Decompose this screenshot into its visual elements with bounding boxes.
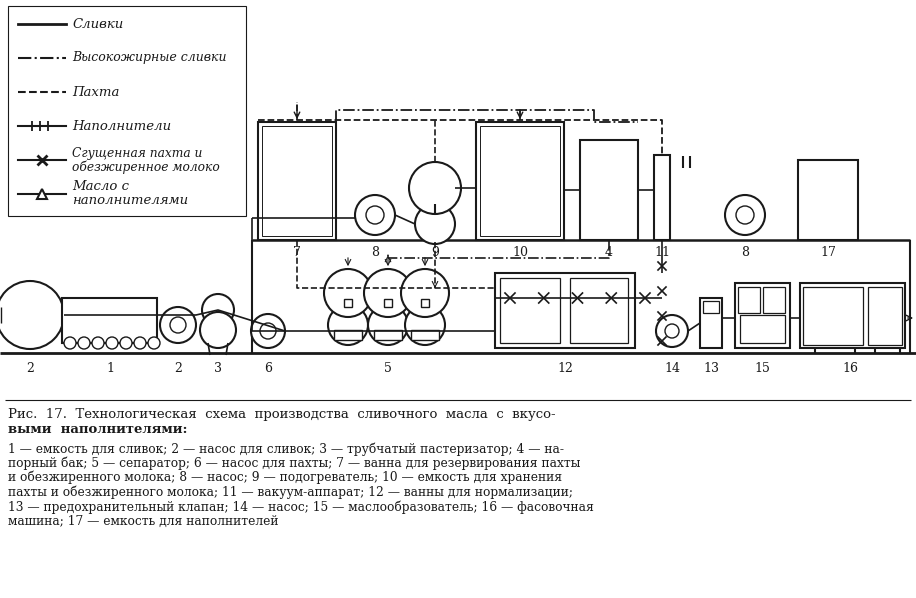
- Bar: [580, 140, 638, 240]
- Bar: [700, 298, 722, 348]
- Text: 9: 9: [431, 246, 439, 260]
- Bar: [740, 315, 785, 343]
- Text: 1 — емкость для сливок; 2 — насос для сливок; 3 — трубчатый пастеризатор; 4 — на: 1 — емкость для сливок; 2 — насос для сл…: [8, 442, 564, 456]
- Text: 12: 12: [557, 362, 572, 374]
- Bar: [258, 122, 336, 240]
- Bar: [800, 283, 905, 348]
- Text: 4: 4: [605, 246, 613, 260]
- Text: 13: 13: [703, 362, 719, 374]
- Text: 13 — предохранительный клапан; 14 — насос; 15 — маслообразователь; 16 — фасовочн: 13 — предохранительный клапан; 14 — насо…: [8, 500, 594, 514]
- Circle shape: [415, 204, 455, 244]
- Circle shape: [148, 337, 160, 349]
- Bar: [763, 287, 785, 313]
- Text: и обезжиренного молока; 8 — насос; 9 — подогреватель; 10 — емкость для хранения: и обезжиренного молока; 8 — насос; 9 — п…: [8, 471, 562, 484]
- Text: Сгущенная пахта и: Сгущенная пахта и: [72, 147, 202, 160]
- Bar: [738, 287, 760, 313]
- Text: 1: 1: [106, 362, 114, 374]
- Circle shape: [134, 337, 146, 349]
- Circle shape: [78, 337, 90, 349]
- Circle shape: [160, 307, 196, 343]
- Circle shape: [260, 323, 276, 339]
- Bar: [384, 299, 392, 307]
- Text: 7: 7: [293, 246, 301, 260]
- Text: 8: 8: [741, 246, 749, 260]
- Bar: [495, 273, 635, 348]
- Text: Пахта: Пахта: [72, 86, 119, 99]
- Circle shape: [409, 162, 461, 214]
- Circle shape: [364, 269, 412, 317]
- Circle shape: [251, 314, 285, 348]
- Circle shape: [200, 312, 236, 348]
- Bar: [411, 330, 439, 340]
- Circle shape: [106, 337, 118, 349]
- Circle shape: [405, 305, 445, 345]
- Bar: [421, 299, 429, 307]
- Bar: [735, 283, 790, 348]
- Text: Масло с: Масло с: [72, 181, 129, 194]
- Bar: [374, 330, 402, 340]
- Bar: [62, 298, 157, 343]
- Bar: [476, 122, 564, 240]
- Text: 10: 10: [512, 246, 528, 260]
- Circle shape: [0, 281, 64, 349]
- Circle shape: [202, 294, 234, 326]
- Text: Наполнители: Наполнители: [72, 120, 171, 133]
- Circle shape: [665, 324, 679, 338]
- Bar: [703, 301, 719, 313]
- Circle shape: [366, 206, 384, 224]
- Circle shape: [324, 269, 372, 317]
- Text: 5: 5: [384, 362, 392, 374]
- Text: машина; 17 — емкость для наполнителей: машина; 17 — емкость для наполнителей: [8, 514, 278, 527]
- Text: 2: 2: [26, 362, 34, 374]
- Circle shape: [725, 195, 765, 235]
- Text: пахты и обезжиренного молока; 11 — вакуум-аппарат; 12 — ванны для нормализации;: пахты и обезжиренного молока; 11 — вакуу…: [8, 486, 573, 499]
- Circle shape: [92, 337, 104, 349]
- Bar: [570, 278, 628, 343]
- Bar: [8, 6, 246, 216]
- Bar: [798, 160, 858, 240]
- Circle shape: [328, 305, 368, 345]
- Text: 6: 6: [264, 362, 272, 374]
- Bar: [500, 278, 560, 343]
- Text: 3: 3: [214, 362, 222, 374]
- Bar: [334, 330, 362, 340]
- Text: порный бак; 5 — сепаратор; 6 — насос для пахты; 7 — ванна для резервирования пах: порный бак; 5 — сепаратор; 6 — насос для…: [8, 456, 581, 470]
- Text: 8: 8: [371, 246, 379, 260]
- Circle shape: [120, 337, 132, 349]
- Text: обезжиренное молоко: обезжиренное молоко: [72, 160, 220, 174]
- Circle shape: [170, 317, 186, 333]
- Text: 15: 15: [754, 362, 770, 374]
- Bar: [803, 287, 863, 345]
- Text: 2: 2: [174, 362, 182, 374]
- Circle shape: [355, 195, 395, 235]
- Text: наполнителями: наполнителями: [72, 194, 188, 208]
- Circle shape: [656, 315, 688, 347]
- Text: Высокожирные сливки: Высокожирные сливки: [72, 51, 226, 65]
- Bar: [480, 126, 560, 236]
- Text: 11: 11: [654, 246, 670, 260]
- Text: Сливки: Сливки: [72, 17, 124, 30]
- Text: Рис.  17.  Технологическая  схема  производства  сливочного  масла  с  вкусо-: Рис. 17. Технологическая схема производс…: [8, 408, 556, 421]
- Bar: [344, 299, 352, 307]
- Bar: [654, 155, 670, 240]
- Bar: [262, 126, 332, 236]
- Circle shape: [368, 305, 408, 345]
- Text: 14: 14: [664, 362, 680, 374]
- Text: 17: 17: [820, 246, 836, 260]
- Circle shape: [401, 269, 449, 317]
- Text: выми  наполнителями:: выми наполнителями:: [8, 423, 188, 436]
- Bar: [868, 287, 902, 345]
- Circle shape: [64, 337, 76, 349]
- Text: 16: 16: [842, 362, 858, 374]
- Circle shape: [736, 206, 754, 224]
